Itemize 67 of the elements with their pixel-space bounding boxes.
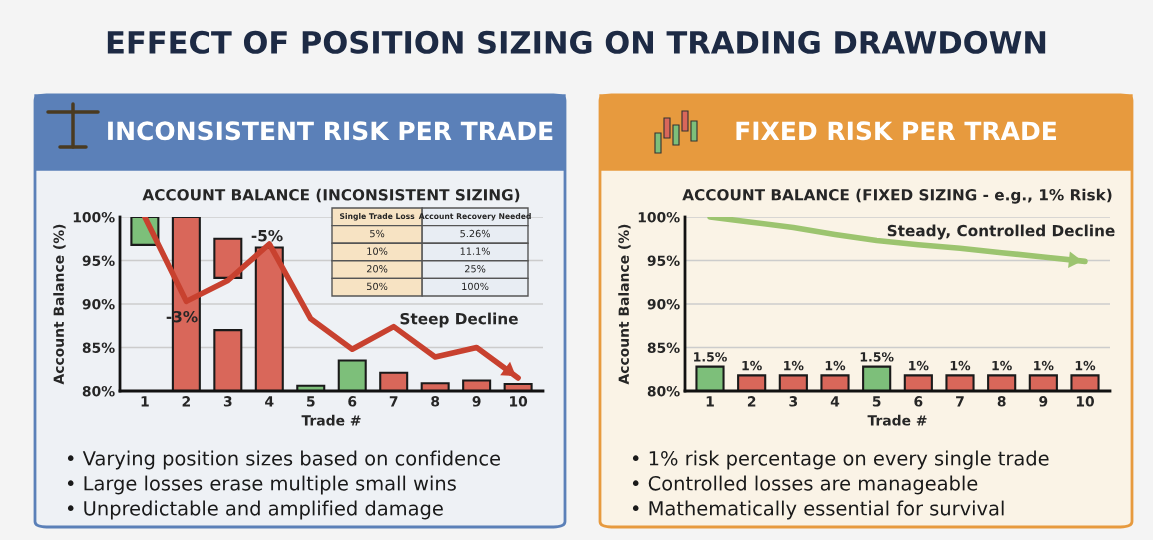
x-tick-label: 4 bbox=[265, 396, 274, 407]
x-tick-label: 5 bbox=[872, 396, 881, 407]
x-tick-label: 2 bbox=[747, 396, 756, 407]
annotation: 1.5% bbox=[694, 352, 727, 362]
x-tick-label: 7 bbox=[389, 396, 398, 407]
x-tick-label: 4 bbox=[830, 396, 840, 407]
annotation: 1% bbox=[825, 360, 846, 371]
x-axis-title: Trade # bbox=[867, 414, 927, 426]
annotation: 100% bbox=[462, 282, 489, 291]
annotation: 10% bbox=[367, 247, 388, 255]
y-tick-label: 80% bbox=[647, 385, 680, 397]
bar bbox=[213, 237, 243, 279]
annotation: 1% bbox=[909, 360, 929, 371]
annotation: 1% bbox=[784, 360, 804, 371]
x-tick-label: 5 bbox=[307, 396, 315, 407]
y-tick-label: 95% bbox=[647, 255, 680, 266]
y-tick-label: 80% bbox=[82, 385, 115, 397]
annotation: 1% bbox=[742, 360, 762, 371]
x-tick-label: 10 bbox=[510, 396, 528, 407]
text: • Varying position sizes based on confidence bbox=[67, 450, 501, 470]
y-axis-title: Account Balance (%) bbox=[53, 224, 66, 385]
x-tick-label: 8 bbox=[431, 396, 440, 407]
text: • Mathematically essential for survival bbox=[632, 500, 1004, 520]
text: • 1% risk percentage on every single trade bbox=[632, 450, 1049, 470]
chart-title: FIXED RISK PER TRADE bbox=[736, 121, 1056, 141]
annotation: 5% bbox=[370, 229, 385, 238]
annotation: 1% bbox=[1075, 360, 1096, 371]
x-tick-label: 3 bbox=[223, 396, 232, 407]
annotation: Steady, Controlled Decline bbox=[887, 224, 1115, 240]
annotation: 25% bbox=[464, 265, 486, 273]
text: EFFECT OF POSITION SIZING ON TRADING DRAWDOWN bbox=[107, 30, 1046, 54]
annotation: 11.1% bbox=[460, 247, 490, 255]
x-tick-label: 1 bbox=[706, 396, 714, 407]
chart-subtitle: ACCOUNT BALANCE (FIXED SIZING - e.g., 1% Risk) bbox=[682, 188, 1112, 204]
text: • Controlled losses are manageable bbox=[632, 475, 978, 495]
annotation: 1.5% bbox=[860, 352, 894, 362]
x-tick-label: 7 bbox=[956, 396, 964, 407]
annotation: 5.26% bbox=[460, 229, 490, 238]
chart-subtitle: ACCOUNT BALANCE (INCONSISTENT SIZING) bbox=[142, 188, 520, 203]
text: • Unpredictable and amplified damage bbox=[67, 500, 443, 520]
annotation: -5% bbox=[251, 229, 283, 242]
annotation: 1% bbox=[992, 360, 1012, 371]
y-tick-label: 85% bbox=[647, 342, 680, 353]
x-tick-label: 1 bbox=[141, 396, 149, 407]
annotation: 50% bbox=[367, 282, 388, 291]
x-tick-label: 10 bbox=[1076, 396, 1094, 407]
x-axis-title: Trade # bbox=[301, 414, 361, 426]
x-tick-label: 3 bbox=[789, 396, 798, 407]
y-tick-label: 95% bbox=[82, 255, 115, 266]
y-tick-label: 90% bbox=[647, 298, 680, 310]
y-tick-label: 85% bbox=[82, 342, 115, 353]
y-tick-label: 100% bbox=[73, 211, 115, 223]
annotation: 1% bbox=[950, 360, 971, 371]
x-tick-label: 9 bbox=[1039, 396, 1048, 407]
x-tick-label: 8 bbox=[997, 396, 1006, 407]
annotation: Steep Decline bbox=[400, 312, 518, 328]
annotation: 1% bbox=[1034, 360, 1054, 371]
x-tick-label: 9 bbox=[472, 396, 481, 407]
x-tick-label: 2 bbox=[182, 396, 190, 407]
chart-title: INCONSISTENT RISK PER TRADE bbox=[108, 121, 553, 141]
x-tick-label: 6 bbox=[914, 396, 923, 407]
x-tick-label: 6 bbox=[348, 396, 357, 407]
text: • Large losses erase multiple small wins bbox=[67, 475, 456, 495]
y-tick-label: 90% bbox=[82, 298, 115, 310]
y-tick-label: 100% bbox=[638, 211, 680, 223]
annotation: 20% bbox=[366, 265, 388, 273]
y-axis-title: Account Balance (%) bbox=[618, 224, 631, 385]
